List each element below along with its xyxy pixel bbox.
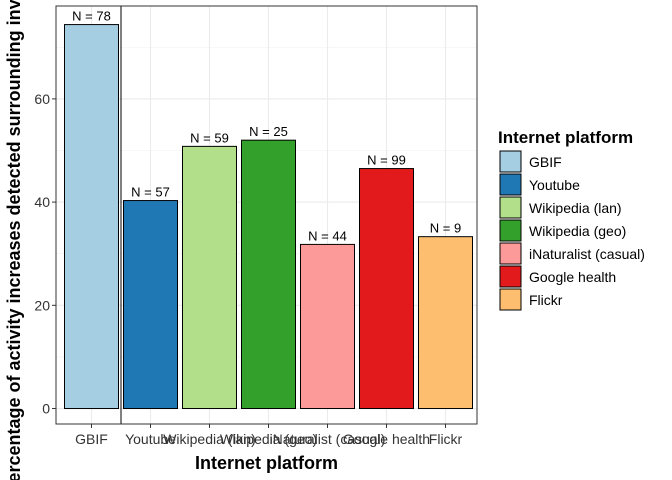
y-axis-ticks: 0 20 40 60 — [34, 91, 56, 417]
bar-wikipedia-geo — [241, 139, 296, 410]
x-tick-label: Youtube — [125, 431, 176, 447]
legend-swatch — [499, 219, 522, 242]
legend-entry-label: GBIF — [529, 154, 562, 170]
x-axis-title: Internet platform — [195, 453, 338, 473]
x-tick-label: iNaturalist (casual) — [270, 431, 386, 447]
x-tick-label: Wikipedia (geo) — [220, 431, 317, 447]
legend-swatch — [499, 242, 522, 265]
panel-border — [55, 5, 478, 425]
bar-google-health — [359, 168, 414, 410]
x-tick-label: Wikipedia (lan) — [163, 431, 256, 447]
x-tick-label: GBIF — [75, 431, 108, 447]
legend-entry-label: Wikipedia (geo) — [529, 223, 626, 239]
x-tick-label: Google health — [343, 431, 430, 447]
legend-swatch — [499, 173, 522, 196]
y-axis-title: Percentage of activity increases detecte… — [4, 0, 24, 480]
legend-swatch — [499, 196, 522, 219]
legend-entry-label: Youtube — [529, 177, 580, 193]
bar-count-label: N = 44 — [308, 228, 347, 243]
legend-swatch — [499, 288, 522, 311]
legend-entry-label: Flickr — [529, 292, 563, 308]
legend-title: Internet platform — [498, 128, 633, 147]
bar-count-label: N = 99 — [367, 153, 406, 168]
y-tick-label: 60 — [34, 91, 50, 107]
bar-flickr — [418, 236, 473, 410]
y-tick-label: 0 — [42, 401, 50, 417]
legend-swatch — [499, 265, 522, 288]
bar-count-label: N = 59 — [190, 130, 229, 145]
legend-entry-label: Wikipedia (lan) — [529, 200, 622, 216]
y-tick-label: 40 — [34, 194, 50, 210]
bar-gbif — [64, 24, 119, 410]
legend: Internet platform GBIF Youtube Wikipedia (… — [498, 128, 645, 311]
legend-swatch — [499, 150, 522, 173]
bar-inaturalist-casual — [300, 243, 355, 410]
legend-entry-label: Google health — [529, 269, 616, 285]
bar-wikipedia-lan — [182, 145, 237, 410]
bar-count-label: N = 78 — [72, 9, 111, 24]
bar-count-label: N = 9 — [430, 221, 461, 236]
legend-entry-label: iNaturalist (casual) — [529, 246, 645, 262]
bar-count-label: N = 25 — [249, 124, 288, 139]
y-tick-label: 20 — [34, 297, 50, 313]
bar-youtube — [123, 200, 178, 410]
x-tick-label: Flickr — [429, 431, 463, 447]
bar-count-label: N = 57 — [131, 185, 170, 200]
bars — [64, 24, 473, 410]
bar-count-labels: N = 78 N = 57 N = 59 N = 25 N = 44 N = 99 N = … — [72, 9, 461, 244]
